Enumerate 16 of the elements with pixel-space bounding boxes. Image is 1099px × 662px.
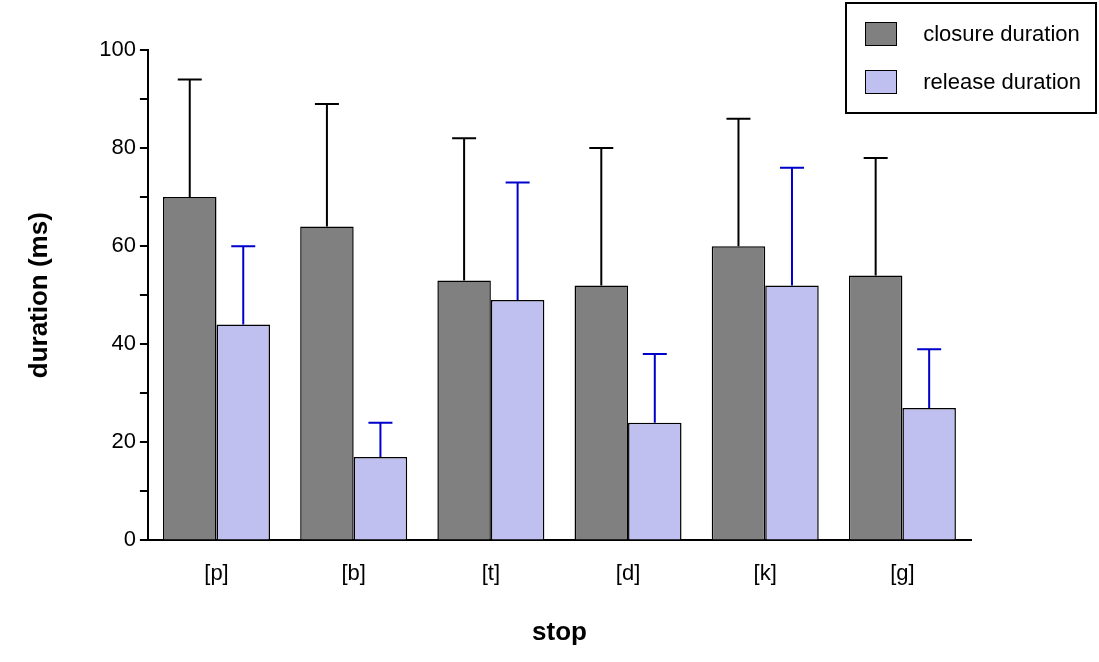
y-tick-label: 80 xyxy=(111,134,136,160)
legend-label: closure duration xyxy=(923,21,1080,47)
y-tick-label: 40 xyxy=(111,330,136,356)
y-tick-label: 0 xyxy=(123,526,136,552)
y-tick-label: 20 xyxy=(111,428,136,454)
x-tick-label: [b] xyxy=(341,559,366,585)
x-tick-label: [k] xyxy=(753,559,777,585)
x-axis-title: stop xyxy=(532,615,587,646)
y-axis-title: duration (ms) xyxy=(22,212,53,379)
x-tick-label: [g] xyxy=(890,559,915,585)
y-tick-label: 100 xyxy=(99,36,136,62)
x-tick-label: [p] xyxy=(204,559,229,585)
y-tick-label: 60 xyxy=(111,232,136,258)
x-tick-label: [d] xyxy=(615,559,641,585)
x-tick-label: [t] xyxy=(481,559,501,585)
legend-label: release duration xyxy=(923,69,1081,95)
